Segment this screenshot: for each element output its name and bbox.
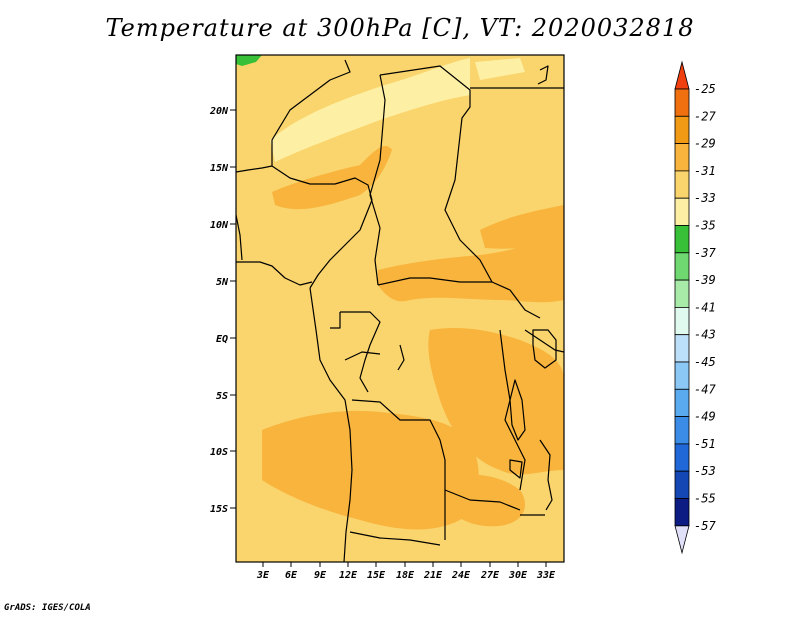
- colorbar-segment: [674, 388, 690, 417]
- colorbar-label: -51: [694, 437, 716, 451]
- shade-warm-east: [480, 205, 564, 249]
- shade-light-band-2: [475, 58, 525, 80]
- lon-label-3e: 3E: [256, 570, 270, 581]
- lon-label-24e: 24E: [451, 570, 471, 581]
- colorbar-label: -47: [694, 382, 716, 396]
- shade-light-band: [270, 58, 470, 162]
- colorbar-label: -35: [694, 219, 716, 233]
- lat-axis: 20N 15N 10N 5N EQ 5S 10S 15S: [209, 106, 236, 515]
- colorbar-label: -33: [694, 191, 716, 205]
- colorbar-segment: [674, 170, 690, 199]
- colorbar-segment: [674, 197, 690, 226]
- lat-label-15n: 15N: [210, 163, 229, 174]
- lon-axis: 3E 6E 9E 12E 15E 18E 21E 24E 27E 30E 33E: [256, 562, 556, 581]
- colorbar-segment: [674, 498, 690, 527]
- colorbar-label: -49: [694, 410, 716, 424]
- colorbar-segment: [674, 470, 690, 499]
- colorbar: -25 -27 -29 -31 -33 -35 -37 -39 -41 -43 -45 -47 -49 -…: [674, 60, 716, 555]
- lon-label-12e: 12E: [339, 570, 358, 581]
- lat-label-5s: 5S: [216, 391, 228, 402]
- colorbar-arrow-bottom: [674, 525, 690, 555]
- colorbar-segment: [674, 361, 690, 390]
- lat-label-eq: EQ: [216, 334, 228, 345]
- shade-warm-central: [378, 228, 564, 303]
- colorbar-segment: [674, 115, 690, 145]
- colorbar-arrow-top: [674, 60, 690, 90]
- lon-label-6e: 6E: [285, 570, 298, 581]
- colorbar-segment: [674, 143, 690, 172]
- colorbar-label: -53: [694, 464, 716, 478]
- shade-warm-north: [272, 145, 392, 210]
- colorbar-label: -27: [694, 109, 716, 123]
- colorbar-segment: [674, 252, 690, 281]
- colorbar-segment: [674, 334, 690, 363]
- colorbar-label: -55: [694, 492, 716, 506]
- lat-label-5n: 5N: [216, 277, 229, 288]
- map-frame: [235, 54, 565, 563]
- colorbar-segment: [674, 443, 690, 472]
- colorbar-label: -45: [694, 355, 716, 369]
- colorbar-label: -25: [694, 82, 716, 96]
- temperature-shading: [236, 55, 564, 562]
- lon-label-30e: 30E: [508, 570, 528, 581]
- shade-green-corner: [236, 55, 262, 66]
- colorbar-segment: [674, 279, 690, 308]
- map-title: Temperature at 300hPa [C], VT: 202003281…: [105, 14, 695, 42]
- colorbar-segment: [674, 416, 690, 445]
- colorbar-segment: [674, 88, 690, 117]
- colorbar-label: -31: [694, 164, 716, 178]
- grads-credit: GrADS: IGES/COLA: [4, 603, 91, 613]
- lat-label-15s: 15S: [210, 504, 228, 515]
- lon-label-21e: 21E: [423, 570, 443, 581]
- colorbar-label: -29: [694, 137, 716, 151]
- colorbar-label: -43: [694, 328, 716, 342]
- colorbar-label: -37: [694, 246, 716, 260]
- lon-label-18e: 18E: [396, 570, 415, 581]
- lon-label-15e: 15E: [367, 570, 386, 581]
- colorbar-segment: [674, 225, 690, 254]
- lat-label-10n: 10N: [210, 220, 229, 231]
- colorbar-label: -57: [694, 519, 716, 533]
- lon-label-27e: 27E: [480, 570, 500, 581]
- country-borders: [236, 59, 564, 562]
- lon-label-9e: 9E: [314, 570, 327, 581]
- lat-label-10s: 10S: [210, 447, 228, 458]
- colorbar-label: -39: [694, 273, 716, 287]
- colorbar-label: -41: [694, 300, 716, 314]
- lon-label-33e: 33E: [536, 570, 556, 581]
- colorbar-segment: [674, 306, 690, 336]
- shade-warm-angola: [262, 410, 479, 530]
- lat-label-20n: 20N: [209, 106, 229, 117]
